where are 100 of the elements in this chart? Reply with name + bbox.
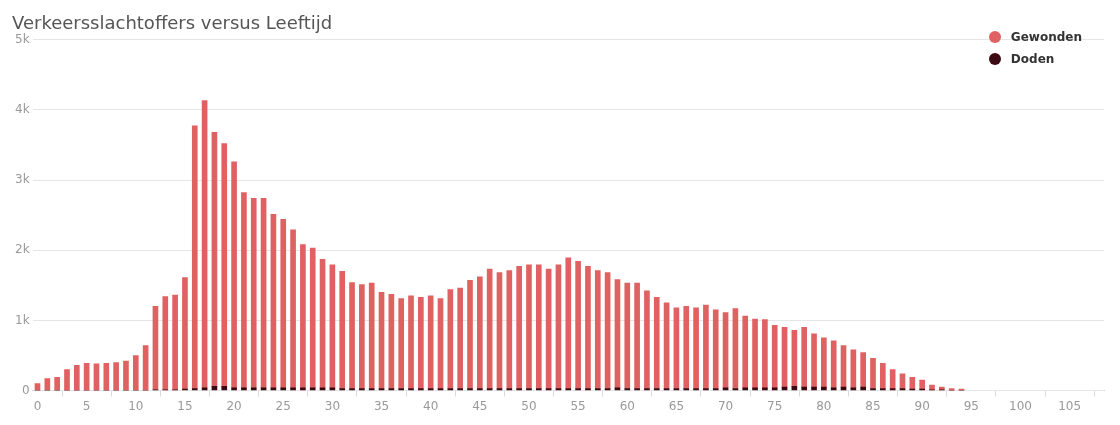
bar — [172, 294, 178, 391]
bar — [693, 307, 699, 389]
bar — [191, 125, 198, 389]
bar — [634, 388, 640, 391]
bar — [359, 284, 365, 389]
bar — [132, 355, 139, 391]
bar — [742, 315, 749, 389]
bar — [73, 365, 80, 391]
y-tick-label: 4k — [14, 101, 30, 116]
bar — [653, 296, 660, 389]
x-tick-label: 75 — [767, 398, 783, 413]
bar — [368, 388, 375, 391]
bar — [280, 387, 287, 391]
bar — [526, 264, 532, 389]
bar — [221, 143, 228, 387]
chart-title: Verkeersslachtoffers versus Leeftijd — [12, 12, 333, 34]
bar — [526, 388, 532, 391]
bar — [231, 387, 237, 391]
x-tick-label: 65 — [668, 398, 685, 413]
bar — [408, 295, 414, 389]
bar — [309, 387, 316, 391]
bar — [644, 388, 650, 391]
y-tick-label: 0 — [21, 382, 30, 397]
bar — [821, 337, 827, 388]
bar — [870, 357, 876, 389]
bar — [398, 298, 405, 389]
bar — [408, 388, 414, 391]
bar — [467, 388, 473, 391]
bar — [565, 257, 572, 389]
bar — [830, 340, 837, 389]
x-tick-label: 55 — [570, 398, 586, 413]
x-tick-label: 50 — [521, 398, 537, 413]
bar — [44, 378, 51, 391]
bar — [250, 197, 257, 389]
bar — [830, 387, 837, 391]
bar — [398, 388, 405, 391]
x-tick-label: 105 — [1058, 398, 1082, 413]
bar — [83, 362, 90, 391]
bar — [300, 387, 306, 391]
x-tick-label: 90 — [914, 398, 930, 413]
bar — [309, 247, 316, 389]
bar — [516, 388, 522, 391]
legend-label: Doden — [1010, 51, 1055, 68]
bar — [103, 362, 110, 391]
bar — [142, 345, 149, 391]
bar — [762, 387, 768, 391]
y-tick-label: 3k — [14, 172, 30, 187]
x-tick-label: 20 — [226, 398, 242, 413]
bar — [368, 282, 375, 389]
bar — [427, 388, 434, 391]
x-tick-label: 100 — [1009, 398, 1032, 413]
bar — [241, 387, 247, 391]
bar — [191, 388, 198, 391]
bar — [290, 387, 296, 391]
bar — [585, 266, 591, 389]
legend-label: Gewonden — [1010, 29, 1082, 46]
bar — [467, 280, 473, 389]
bar — [929, 384, 935, 391]
bar — [565, 388, 572, 391]
bar — [477, 276, 483, 389]
bar — [506, 270, 513, 389]
bar — [123, 360, 129, 391]
x-tick-label: 10 — [128, 398, 144, 413]
bar — [349, 282, 355, 389]
x-tick-label: 45 — [472, 398, 488, 413]
x-tick-label: 95 — [963, 398, 979, 413]
bar — [231, 161, 237, 389]
bar — [64, 369, 70, 391]
bar — [290, 229, 296, 389]
bar — [152, 306, 159, 391]
x-tick-label: 25 — [275, 398, 291, 413]
bar — [683, 306, 690, 389]
bar — [250, 387, 257, 391]
bar — [870, 388, 876, 391]
y-tick-label: 1k — [14, 312, 30, 327]
bar — [535, 264, 542, 389]
bar — [712, 388, 719, 391]
bar — [703, 304, 709, 389]
bar — [860, 352, 867, 388]
bar — [339, 388, 346, 391]
bar — [221, 386, 228, 391]
bar — [801, 327, 808, 388]
bar — [909, 376, 916, 390]
bar — [771, 387, 778, 391]
x-tick-label: 70 — [717, 398, 734, 413]
bar — [712, 309, 719, 389]
bar — [624, 388, 631, 391]
x-tick-label: 15 — [177, 398, 193, 413]
bar — [280, 218, 287, 389]
bar — [811, 333, 817, 388]
bar — [506, 388, 513, 391]
bar — [693, 388, 699, 391]
bar — [653, 388, 660, 391]
bar — [54, 376, 60, 391]
x-tick-label: 0 — [33, 398, 42, 413]
bar — [634, 282, 640, 389]
bar — [418, 296, 424, 389]
bar — [535, 388, 542, 391]
bar — [752, 318, 758, 389]
bar — [585, 388, 591, 391]
